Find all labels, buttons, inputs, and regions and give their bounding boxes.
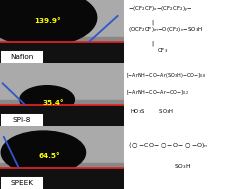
Bar (0, 63, 124, 105)
Text: $-$(CF$_2$CF)$_x$$-$(CF$_2$CF$_2$)$_y$$-$: $-$(CF$_2$CF)$_x$$-$(CF$_2$CF$_2$)$_y$$-… (128, 4, 192, 15)
Text: $|$: $|$ (151, 18, 155, 27)
Circle shape (1, 131, 86, 174)
Text: HO$_3$S         SO$_3$H: HO$_3$S SO$_3$H (130, 107, 175, 116)
Circle shape (0, 0, 97, 46)
Text: SPI-8: SPI-8 (12, 117, 31, 123)
FancyBboxPatch shape (0, 176, 43, 189)
Circle shape (20, 86, 74, 113)
Bar (0, 163, 124, 168)
Text: $\langle\bigcirc\!-\!$CO$\!-\!\bigcirc\!-\!$O$\!-\!\bigcirc\!-\!$O$\rangle_n$: $\langle\bigcirc\!-\!$CO$\!-\!\bigcirc\!… (128, 140, 208, 150)
Bar (0, 42, 124, 63)
Bar (0, 105, 124, 126)
Text: SO$_3$H: SO$_3$H (174, 163, 191, 171)
Text: [$-$ArNH$-$CO$-$Ar(SO$_3$H)$-$CO$-$]$_{0.8}$: [$-$ArNH$-$CO$-$Ar(SO$_3$H)$-$CO$-$]$_{0… (126, 70, 207, 80)
Bar (0, 168, 124, 189)
Text: (OCF$_2$CF)$_m$$-$O(CF$_2$)$_n$$-$SO$_3$H: (OCF$_2$CF)$_m$$-$O(CF$_2$)$_n$$-$SO$_3$… (128, 25, 203, 34)
FancyBboxPatch shape (0, 50, 43, 63)
Bar (0, 168, 124, 189)
Bar (0, 105, 124, 126)
Text: SPEEK: SPEEK (10, 180, 33, 186)
Text: [$-$ArNH$-$CO$-$Ar$-$CO$-$]$_{0.2}$: [$-$ArNH$-$CO$-$Ar$-$CO$-$]$_{0.2}$ (126, 88, 190, 97)
Text: Nafion: Nafion (10, 54, 33, 60)
Text: 139.9°: 139.9° (34, 18, 61, 24)
Text: $|$: $|$ (151, 39, 155, 48)
Bar (0, 42, 124, 63)
FancyBboxPatch shape (0, 113, 43, 126)
Text: 35.4°: 35.4° (43, 100, 64, 106)
Bar (0, 37, 124, 42)
Bar (0, 126, 124, 168)
Text: 64.5°: 64.5° (39, 153, 61, 159)
Bar (0, 100, 124, 105)
Bar (0, 0, 124, 42)
Text: CF$_3$: CF$_3$ (157, 46, 169, 55)
